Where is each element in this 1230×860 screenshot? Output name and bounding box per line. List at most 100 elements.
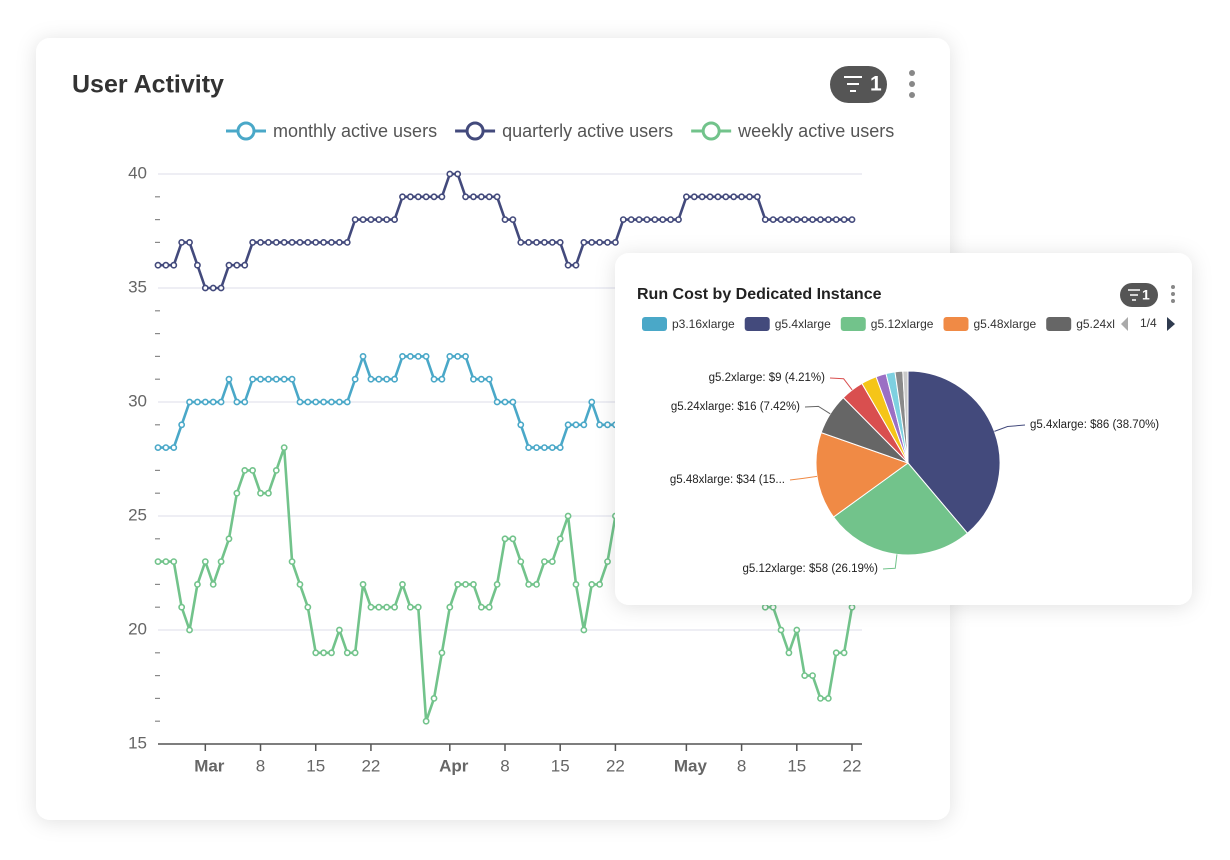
legend-label: g5.24xlarge — [1076, 317, 1139, 331]
data-point — [588, 238, 596, 246]
data-point — [493, 398, 501, 406]
data-point — [643, 216, 651, 223]
chart-title: Run Cost by Dedicated Instance — [637, 286, 882, 303]
data-point — [391, 603, 398, 611]
data-point — [209, 284, 217, 292]
data-point — [209, 581, 217, 588]
data-point — [265, 489, 272, 497]
data-point — [414, 193, 422, 201]
label-leader — [994, 424, 1026, 432]
legend-swatch — [1046, 317, 1072, 331]
legend-label: g5.12xlarge — [871, 317, 934, 331]
data-point — [154, 261, 162, 269]
data-point — [588, 398, 596, 406]
data-point — [233, 489, 241, 497]
data-point — [249, 238, 257, 246]
data-point — [201, 284, 209, 292]
data-point — [296, 581, 304, 588]
data-point — [462, 581, 469, 588]
data-point — [517, 421, 525, 429]
data-point — [675, 216, 682, 223]
data-point — [698, 193, 706, 201]
data-point — [178, 603, 186, 611]
x-tick-label: Mar — [194, 756, 225, 775]
data-point — [769, 216, 777, 223]
data-point — [470, 193, 477, 201]
data-point — [470, 375, 477, 383]
legend-label: g5.4xlarge — [775, 317, 831, 331]
legend-item: weekly active users — [691, 121, 894, 141]
y-tick-label: 20 — [128, 619, 147, 638]
data-point — [162, 558, 170, 565]
data-point — [241, 466, 249, 474]
data-point — [777, 626, 785, 634]
data-point — [257, 238, 264, 246]
data-point — [501, 535, 509, 543]
data-point — [304, 603, 312, 611]
data-point — [485, 375, 493, 383]
data-point — [493, 193, 501, 201]
filter-button[interactable]: 1 — [830, 66, 887, 103]
data-point — [477, 603, 485, 611]
prev-page[interactable] — [1121, 317, 1128, 331]
x-tick-label: 22 — [606, 756, 625, 775]
data-point — [541, 444, 548, 451]
data-point — [493, 581, 501, 588]
legend-label: g5.48xlarge — [973, 317, 1036, 331]
data-point — [785, 216, 793, 223]
data-point — [194, 581, 201, 588]
data-point — [612, 238, 619, 246]
data-point — [627, 216, 635, 223]
more-menu[interactable] — [909, 70, 915, 98]
data-point — [225, 375, 233, 383]
data-point — [280, 444, 288, 451]
data-point — [548, 558, 556, 565]
data-point — [217, 398, 225, 406]
data-point — [406, 603, 414, 611]
data-point — [462, 352, 469, 360]
x-tick-label: 8 — [737, 756, 746, 775]
data-point — [556, 444, 564, 451]
legend-swatch — [840, 317, 866, 331]
data-point — [272, 466, 280, 474]
data-point — [793, 626, 801, 634]
x-tick-label: 15 — [787, 756, 806, 775]
data-point — [422, 352, 430, 360]
filter-count: 1 — [870, 73, 882, 96]
data-point — [383, 603, 391, 611]
card-background — [36, 38, 950, 820]
data-point — [320, 649, 328, 657]
data-point — [548, 444, 556, 451]
data-point — [817, 695, 824, 702]
data-point — [753, 193, 761, 201]
data-point — [186, 398, 193, 406]
data-point — [399, 581, 406, 588]
data-point — [746, 193, 753, 201]
data-point — [343, 649, 351, 657]
data-point — [596, 238, 604, 246]
data-point — [817, 216, 824, 223]
data-point — [383, 216, 391, 223]
data-point — [320, 238, 328, 246]
more-menu[interactable] — [1171, 285, 1175, 303]
pie-plot: g5.4xlarge: $86 (38.70%) g5.12xlarge: $58… — [670, 370, 1159, 575]
line-plot: 15 20 25 30 35 40 Mar 8 15 22 Apr 8 15 22 May 8 15 22 mont… — [128, 121, 894, 776]
data-point — [619, 216, 627, 223]
data-point — [501, 398, 509, 406]
data-point — [533, 238, 540, 246]
data-point — [225, 261, 233, 269]
filter-button[interactable]: 1 — [1120, 283, 1158, 307]
data-point — [399, 193, 406, 201]
data-point — [288, 238, 296, 246]
data-point — [533, 444, 540, 451]
data-point — [296, 398, 304, 406]
data-point — [414, 352, 422, 360]
data-point — [422, 717, 430, 725]
data-point — [320, 398, 328, 406]
next-page[interactable] — [1167, 317, 1175, 331]
x-tick-label: 15 — [551, 756, 570, 775]
data-point — [832, 649, 840, 657]
data-point — [335, 238, 343, 246]
legend-label: monthly active users — [273, 121, 437, 141]
